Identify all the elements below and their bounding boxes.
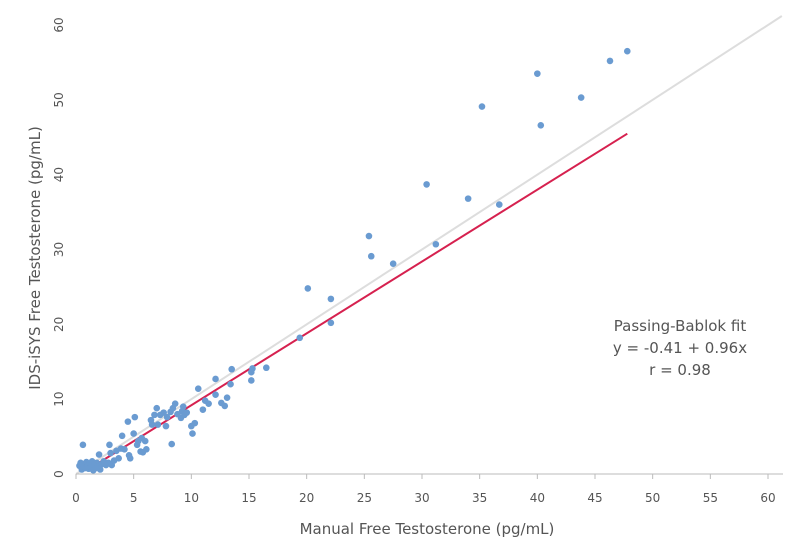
y-tick-label: 50: [52, 92, 66, 107]
axes: 0 5 10 15 20 25 30 35 40 45 50 55 60 0 10 20 30 40 50 60: [52, 17, 783, 505]
data-point: [577, 94, 585, 101]
plot-area: [75, 15, 783, 475]
data-point: [121, 446, 128, 453]
data-point: [141, 437, 149, 445]
x-tick-label: 25: [357, 491, 372, 505]
data-point: [623, 47, 631, 55]
data-point: [148, 421, 156, 428]
data-point: [464, 195, 472, 202]
x-tick-label: 5: [130, 491, 138, 505]
y-tick-label: 0: [52, 470, 66, 478]
data-point: [194, 385, 202, 392]
x-axis-title: Manual Free Testosterone (pg/mL): [300, 520, 555, 538]
data-point: [160, 409, 167, 416]
data-point: [130, 430, 137, 437]
y-tick-label: 10: [52, 392, 66, 407]
data-point: [205, 400, 212, 407]
data-point: [221, 402, 229, 410]
data-point: [79, 441, 87, 449]
annotation-equation: y = -0.41 + 0.96x: [613, 339, 747, 357]
data-point: [228, 365, 235, 373]
x-tick-label: 45: [587, 491, 602, 505]
y-tick-label: 20: [52, 317, 66, 332]
x-tick-label: 30: [414, 491, 429, 505]
data-point: [223, 394, 231, 401]
data-point: [95, 451, 103, 458]
data-point: [183, 409, 191, 416]
data-point: [179, 403, 187, 410]
data-point: [304, 285, 312, 292]
data-point: [124, 418, 132, 425]
data-point: [389, 260, 397, 268]
data-point: [227, 380, 234, 388]
data-point: [115, 454, 122, 462]
y-tick-label: 30: [52, 242, 66, 257]
data-point: [249, 365, 256, 372]
x-tick-label: 15: [241, 491, 256, 505]
data-point: [107, 449, 114, 457]
data-point: [189, 430, 196, 437]
data-point: [163, 413, 171, 421]
data-point: [153, 404, 161, 412]
y-tick-label: 40: [52, 167, 66, 182]
data-point: [432, 240, 440, 248]
identity-line: [75, 15, 783, 475]
fit-annotation: Passing-Bablok fit y = -0.41 + 0.96x r =…: [613, 317, 747, 379]
data-point: [537, 121, 545, 129]
data-point: [96, 466, 104, 473]
x-tick-label: 10: [184, 491, 199, 505]
y-tick-label: 60: [52, 17, 66, 32]
data-point: [367, 252, 375, 260]
data-point: [423, 181, 430, 188]
data-point: [296, 334, 304, 342]
data-point: [143, 446, 150, 453]
data-point: [151, 411, 158, 419]
data-point: [606, 57, 614, 65]
data-point: [126, 454, 134, 462]
data-point: [327, 295, 335, 303]
data-point: [199, 406, 207, 413]
data-point: [534, 70, 541, 77]
x-tick-label: 20: [299, 491, 314, 505]
data-point: [248, 377, 255, 384]
x-tick-label: 55: [703, 491, 718, 505]
y-axis-title: IDS-iSYS Free Testosterone (pg/mL): [26, 126, 44, 390]
data-point: [495, 201, 503, 208]
x-tick-label: 60: [760, 491, 775, 505]
data-point: [106, 441, 113, 449]
data-point: [478, 103, 486, 110]
data-point: [327, 319, 335, 327]
data-point: [131, 413, 139, 421]
x-tick-label: 35: [472, 491, 487, 505]
data-point: [191, 419, 199, 427]
data-point: [212, 375, 219, 383]
x-tick-label: 50: [645, 491, 660, 505]
x-tick-label: 0: [72, 491, 80, 505]
data-point: [118, 432, 126, 440]
data-point: [365, 232, 373, 240]
data-point: [154, 421, 162, 428]
data-point: [162, 422, 170, 430]
annotation-fit-label: Passing-Bablok fit: [614, 317, 747, 335]
data-point: [171, 400, 179, 407]
data-point: [168, 440, 176, 448]
x-tick-label: 40: [530, 491, 545, 505]
annotation-correlation: r = 0.98: [649, 361, 711, 379]
data-point: [212, 391, 219, 398]
data-point: [263, 364, 270, 372]
